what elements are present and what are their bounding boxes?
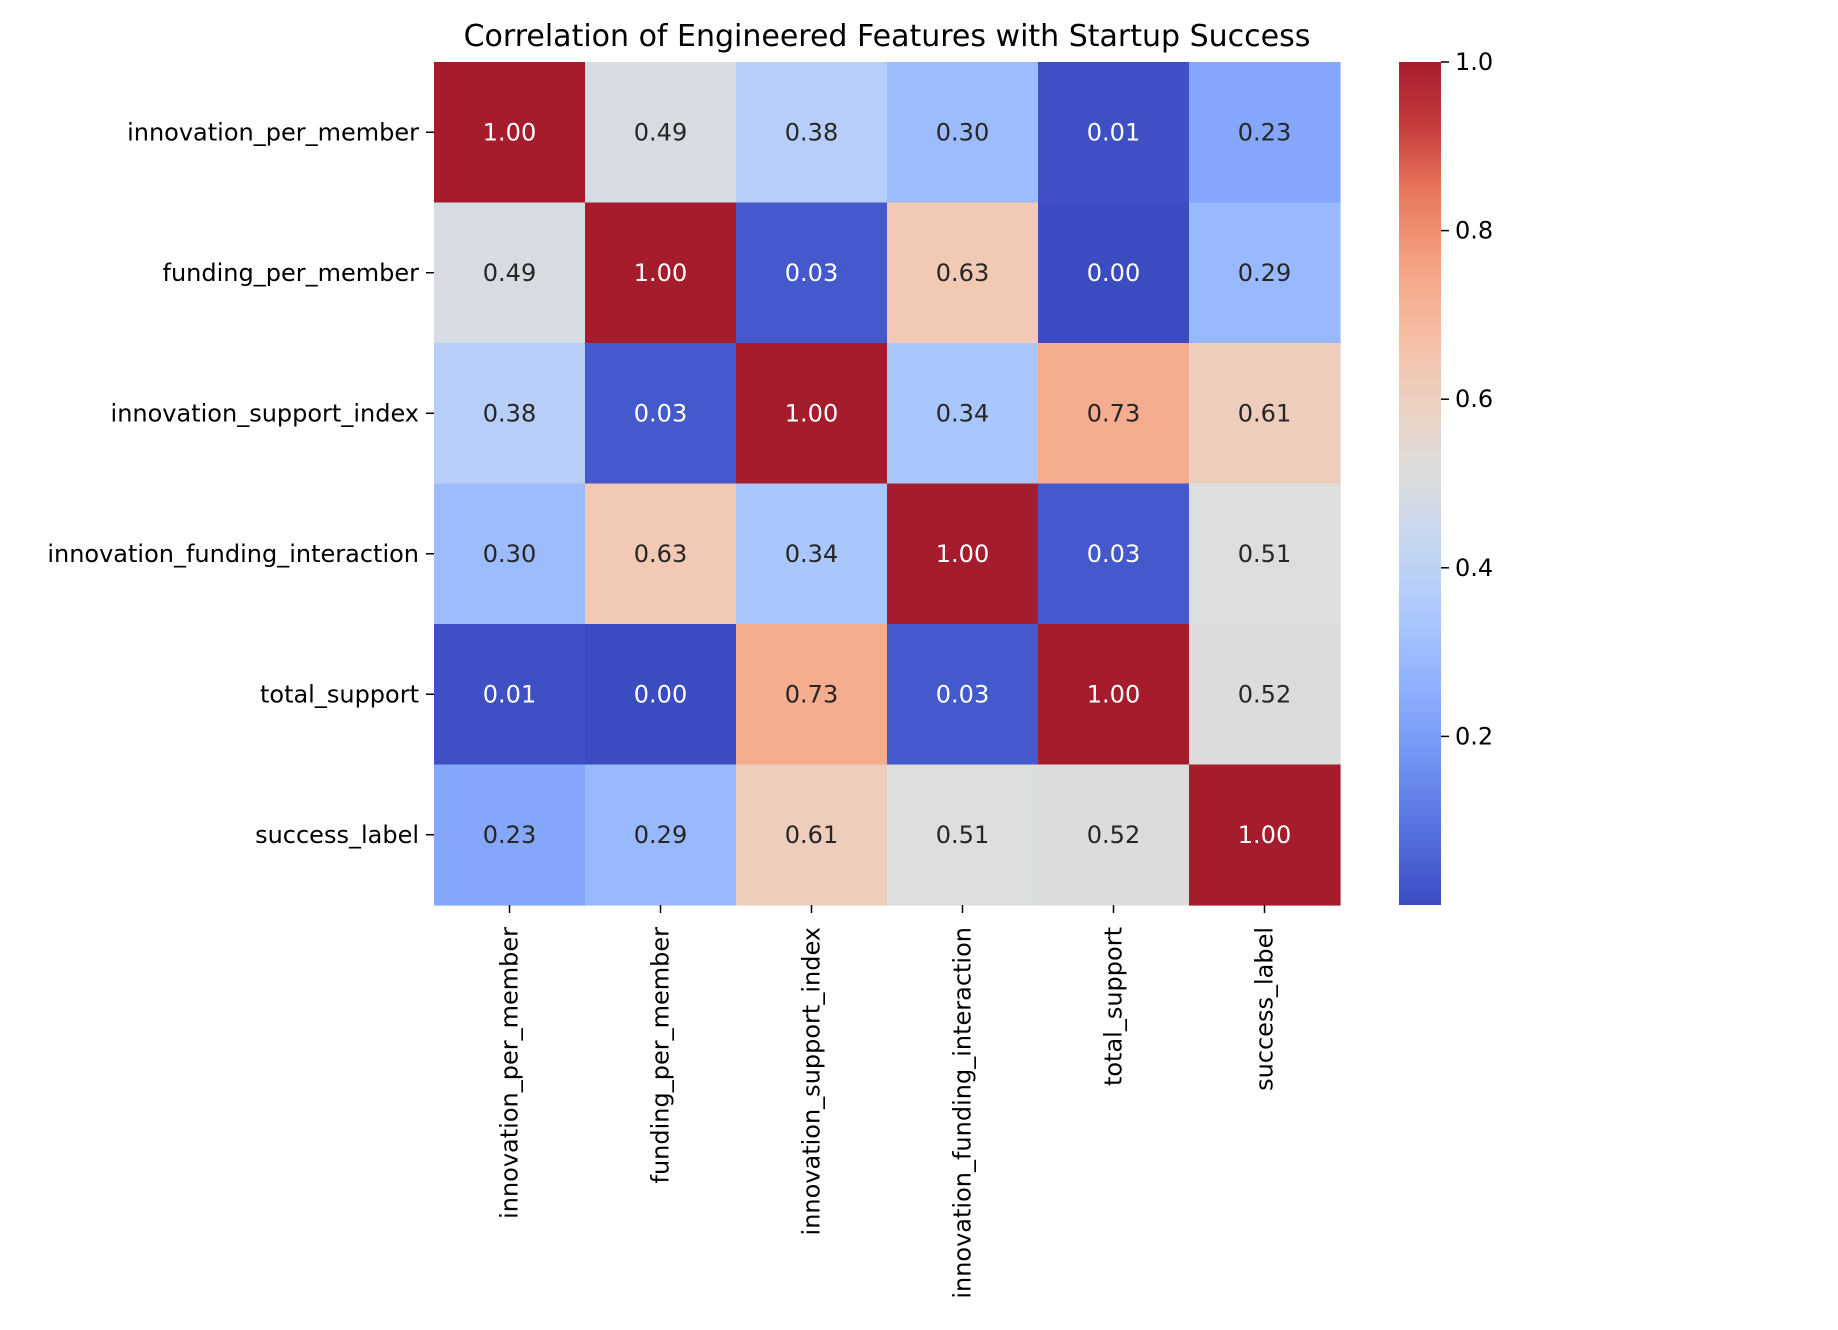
cell-value-label: 0.23	[483, 821, 536, 849]
heatmap-cell	[887, 483, 1039, 625]
cell-value-label: 0.23	[1238, 118, 1291, 146]
cell-value-label: 0.38	[785, 118, 838, 146]
heatmap-cell	[585, 62, 737, 204]
heatmap-cell	[1038, 483, 1190, 625]
row-label: success_label	[255, 821, 419, 849]
cell-value-label: 0.34	[936, 399, 989, 427]
cell-value-label: 1.00	[483, 118, 536, 146]
cell-value-label: 0.61	[785, 821, 838, 849]
colorbar-tick-label: 0.4	[1455, 554, 1493, 582]
heatmap-cell	[1038, 202, 1190, 344]
cell-value-label: 0.29	[1238, 259, 1291, 287]
heatmap-cell	[585, 483, 737, 625]
colorbar: 0.2 0.4 0.6 0.8 1.0	[1399, 48, 1493, 905]
cell-value-label: 0.30	[936, 118, 989, 146]
heatmap-cell	[736, 343, 888, 485]
cell-value-label: 0.01	[483, 680, 536, 708]
heatmap-cell	[434, 62, 586, 204]
heatmap-cell	[887, 343, 1039, 485]
cell-value-label: 0.29	[634, 821, 687, 849]
cell-value-label: 0.01	[1087, 118, 1140, 146]
cell-value-label: 0.73	[1087, 399, 1140, 427]
cell-value-label: 0.03	[785, 259, 838, 287]
heatmap-cell	[736, 62, 888, 204]
cell-value-label: 1.00	[1238, 821, 1291, 849]
heatmap-cell	[1189, 202, 1341, 344]
heatmap-cell	[434, 764, 586, 906]
column-label: success_label	[1251, 927, 1279, 1091]
colorbar-tick-label: 0.8	[1455, 217, 1493, 245]
heatmap-cell	[1038, 624, 1190, 766]
cell-value-label: 0.03	[1087, 540, 1140, 568]
heatmap-cell	[1189, 483, 1341, 625]
cell-value-label: 0.00	[1087, 259, 1140, 287]
colorbar-gradient	[1399, 62, 1441, 905]
heatmap-cell	[887, 764, 1039, 906]
heatmap-cell	[585, 624, 737, 766]
column-label: innovation_funding_interaction	[949, 927, 977, 1299]
column-label: funding_per_member	[647, 927, 675, 1184]
cell-value-label: 0.38	[483, 399, 536, 427]
row-labels: innovation_per_member funding_per_memberi…	[47, 118, 434, 849]
column-label: innovation_support_index	[798, 927, 826, 1235]
cell-value-label: 0.00	[634, 680, 687, 708]
heatmap-cell	[736, 624, 888, 766]
cell-value-label: 0.30	[483, 540, 536, 568]
cell-value-label: 0.49	[634, 118, 687, 146]
cell-value-label: 1.00	[936, 540, 989, 568]
heatmap-cell	[434, 483, 586, 625]
row-label: innovation_support_index	[111, 399, 419, 427]
cell-value-label: 0.52	[1238, 680, 1291, 708]
heatmap-cell	[585, 343, 737, 485]
colorbar-tick-label: 0.2	[1455, 722, 1493, 750]
cell-value-label: 1.00	[1087, 680, 1140, 708]
row-label: innovation_per_member	[127, 118, 419, 146]
column-labels: innovation_per_member funding_per_member i…	[496, 905, 1279, 1299]
heatmap-cell	[736, 202, 888, 344]
heatmap-cell	[585, 764, 737, 906]
heatmap-cell	[434, 343, 586, 485]
cell-value-label: 0.51	[1238, 540, 1291, 568]
cell-value-label: 0.63	[634, 540, 687, 568]
heatmap-cell	[887, 202, 1039, 344]
heatmap-cell	[887, 624, 1039, 766]
row-label: innovation_funding_interaction	[47, 540, 419, 568]
cell-value-label: 0.03	[634, 399, 687, 427]
row-label: total_support	[260, 680, 419, 708]
cell-value-label: 1.00	[785, 399, 838, 427]
heatmap-cell	[736, 483, 888, 625]
colorbar-tick-label: 0.6	[1455, 385, 1493, 413]
heatmap-cell	[1189, 343, 1341, 485]
heatmap-cell	[1038, 764, 1190, 906]
cell-value-label: 0.51	[936, 821, 989, 849]
heatmap-cell	[585, 202, 737, 344]
cell-value-label: 0.03	[936, 680, 989, 708]
column-label: innovation_per_member	[496, 927, 524, 1219]
colorbar-tick-label: 1.0	[1455, 48, 1493, 76]
cell-value-label: 0.52	[1087, 821, 1140, 849]
heatmap-cells: 1.00 0.49 0.38 0.30 0.01 0.23 0.49 1.00 0.03 0.63…	[434, 62, 1341, 906]
heatmap-cell	[434, 202, 586, 344]
heatmap-cell	[1189, 624, 1341, 766]
cell-value-label: 0.63	[936, 259, 989, 287]
cell-value-label: 1.00	[634, 259, 687, 287]
heatmap-cell	[1038, 343, 1190, 485]
cell-value-label: 0.73	[785, 680, 838, 708]
heatmap-cell	[1189, 764, 1341, 906]
heatmap-cell	[736, 764, 888, 906]
cell-value-label: 0.61	[1238, 399, 1291, 427]
heatmap-cell	[1189, 62, 1341, 204]
cell-value-label: 0.34	[785, 540, 838, 568]
row-label: funding_per_member	[163, 259, 420, 287]
column-label: total_support	[1100, 927, 1128, 1086]
heatmap-cell	[1038, 62, 1190, 204]
heatmap-cell	[434, 624, 586, 766]
heatmap-cell	[887, 62, 1039, 204]
chart-title: Correlation of Engineered Features with …	[464, 19, 1311, 54]
cell-value-label: 0.49	[483, 259, 536, 287]
